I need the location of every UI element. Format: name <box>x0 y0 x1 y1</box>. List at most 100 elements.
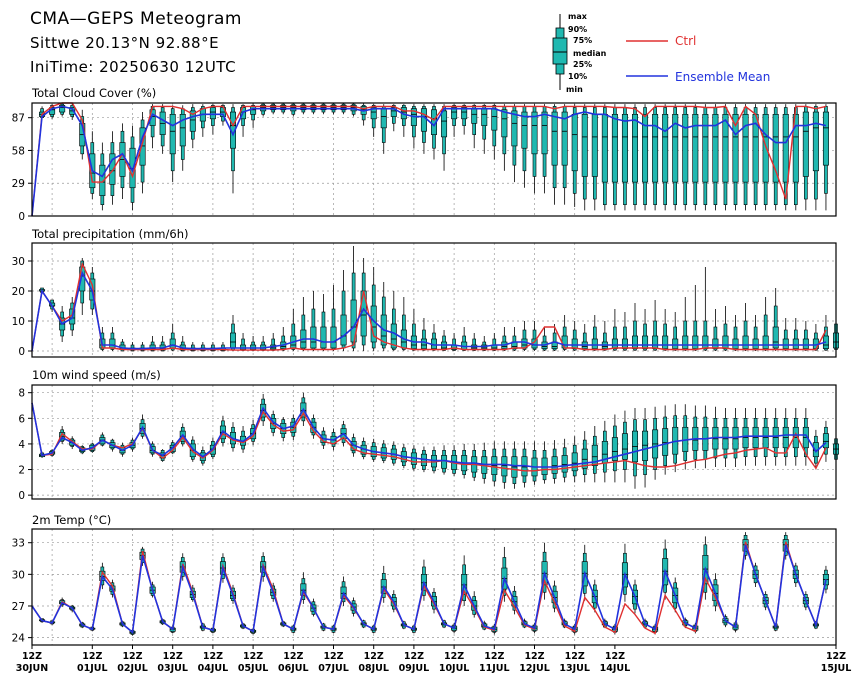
wind-speed-box <box>621 410 628 483</box>
precipitation-box <box>611 309 618 351</box>
cloud-cover-box <box>571 104 578 207</box>
cloud-cover-box-inner <box>501 109 508 138</box>
wind-speed-box <box>642 408 649 488</box>
x-tick-hour-label: 12Z <box>404 651 424 662</box>
precipitation-box-outer <box>713 326 718 351</box>
cloud-cover-box-inner <box>822 111 829 166</box>
precipitation-box-outer <box>613 326 617 351</box>
cloud-cover-box <box>802 104 809 211</box>
precipitation-box-inner <box>340 314 347 346</box>
precipitation-box <box>420 318 427 351</box>
precipitation-box <box>300 297 307 351</box>
precipitation-box-inner <box>712 338 719 349</box>
precipitation-box-inner <box>802 338 809 349</box>
cloud-cover-box <box>179 105 186 171</box>
precipitation-box-outer <box>653 320 657 351</box>
cloud-cover-box-inner <box>772 114 779 183</box>
precipitation-box <box>531 321 538 351</box>
precipitation-box-inner <box>742 335 749 349</box>
wind-speed-box-inner <box>551 456 558 474</box>
precipitation-box <box>410 309 417 351</box>
wind-speed-ytick-label: 6 <box>18 413 25 425</box>
precipitation-box-inner <box>169 338 176 349</box>
cloud-cover-box <box>119 123 126 200</box>
precipitation-box-inner <box>762 335 769 349</box>
cloud-cover-box-inner <box>682 114 689 183</box>
precipitation-box <box>390 291 397 351</box>
precipitation-box-inner <box>390 323 397 349</box>
box-legend-median-label: median <box>573 49 607 58</box>
precipitation-box-inner <box>702 335 709 349</box>
cloud-cover-box <box>692 104 699 211</box>
precipitation-box-inner <box>732 338 739 349</box>
cloud-cover-box <box>762 104 769 211</box>
precipitation-box <box>692 285 699 351</box>
precipitation-box <box>290 309 297 351</box>
precipitation-box <box>280 327 287 351</box>
cloud-cover-box-inner <box>762 114 769 183</box>
cloud-cover-box-inner <box>652 114 659 183</box>
wind-speed-box <box>551 440 558 484</box>
init-time-label: IniTime: 20250630 12UTC <box>30 58 236 76</box>
cloud-cover-box <box>551 104 558 205</box>
precipitation-box-outer <box>633 320 637 351</box>
wind-speed-box <box>571 436 578 483</box>
precipitation-box-inner <box>642 335 649 349</box>
precipitation-box-inner <box>109 338 116 349</box>
wind-speed-box <box>591 425 598 483</box>
cloud-cover-box <box>642 104 649 211</box>
box-legend-min: min <box>566 85 583 94</box>
cloud-cover-box <box>451 104 458 137</box>
precipitation-frame <box>31 242 837 358</box>
x-tick-date-label: 12JUL <box>519 663 550 674</box>
cloud-cover-box <box>601 104 608 211</box>
precipitation-box-inner <box>652 335 659 349</box>
cloud-cover-box-inner <box>642 114 649 183</box>
cloud-cover-box-inner <box>571 114 578 172</box>
cloud-cover-box <box>782 104 789 211</box>
cloud-cover-mean-line <box>31 105 827 217</box>
cloud-cover-box-inner <box>380 108 387 129</box>
x-axis-labels: 12Z30JUN12Z01JUL12Z02JUL12Z03JUL12Z04JUL… <box>16 645 851 674</box>
wind-speed-frame <box>31 384 837 500</box>
panel-precipitation-title: Total precipitation (mm/6h) <box>31 227 188 241</box>
x-tick-date-label: 04JUL <box>198 663 229 674</box>
cloud-cover-box-inner <box>250 106 257 115</box>
cloud-cover-box-inner <box>461 107 468 120</box>
wind-speed-box-inner <box>561 455 568 473</box>
cloud-cover-box-inner <box>511 110 518 147</box>
x-tick-hour-label: 12Z <box>163 651 183 662</box>
x-tick-date-label: 13JUL <box>559 663 590 674</box>
temperature-mean-line <box>31 544 827 634</box>
panel-temperature: 2m Temp (°C) 24 27 30 33 <box>12 513 837 646</box>
x-tick-date-label: 30JUN <box>16 663 48 674</box>
mean-legend-label: Ensemble Mean <box>675 70 770 84</box>
cloud-cover-ytick-label: 87 <box>12 113 25 125</box>
precipitation-box-inner <box>772 326 779 349</box>
wind-speed-ctrl-line <box>31 402 827 472</box>
wind-speed-box <box>581 431 588 483</box>
cloud-cover-box-inner <box>441 110 448 138</box>
cloud-cover-box-inner <box>742 114 749 183</box>
box-legend-max: max <box>568 12 588 21</box>
x-tick-hour-label: 12Z <box>605 651 625 662</box>
precipitation-box <box>581 324 588 351</box>
cloud-cover-box <box>400 104 407 137</box>
cloud-cover-box <box>581 104 588 211</box>
cloud-cover-box <box>501 104 508 171</box>
precipitation-box <box>722 306 729 351</box>
cloud-cover-box <box>420 104 427 154</box>
cloud-cover-box-inner <box>732 114 739 183</box>
cloud-cover-box <box>471 104 478 149</box>
precipitation-box-inner <box>420 338 427 349</box>
cloud-cover-box <box>662 104 669 211</box>
panel-cloud-cover: Total Cloud Cover (%) 0 29 58 87 <box>12 86 837 223</box>
x-tick-hour-label: 12Z <box>243 651 263 662</box>
precipitation-box-inner <box>591 338 598 349</box>
wind-speed-box <box>461 443 468 479</box>
cloud-cover-box <box>380 104 387 154</box>
line-legend: Ctrl Ensemble Mean <box>626 34 770 84</box>
wind-speed-box-inner <box>621 433 628 460</box>
precipitation-box <box>230 315 237 351</box>
cloud-cover-box <box>260 103 267 117</box>
